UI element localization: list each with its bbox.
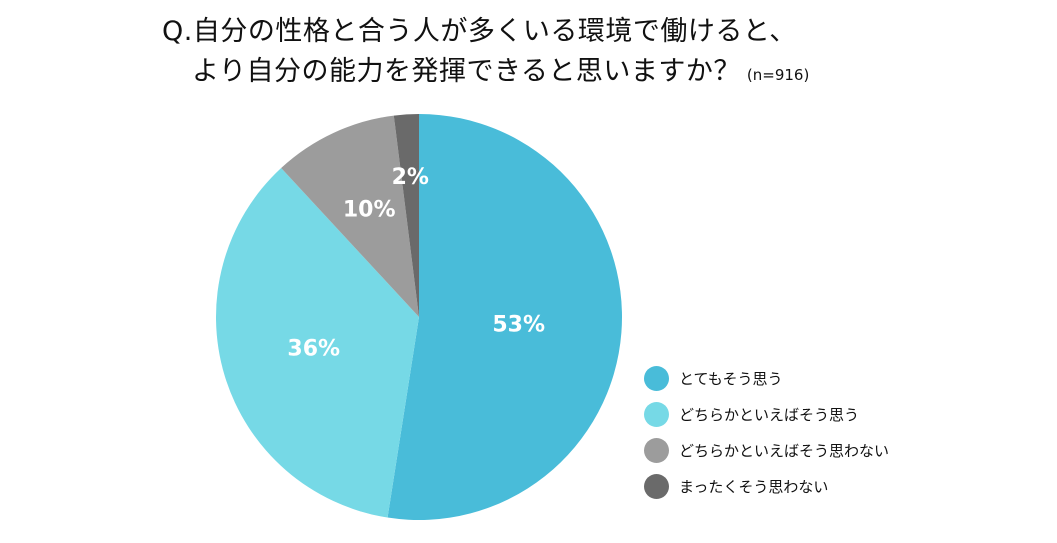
legend-item-1: とてもそう思う — [644, 360, 889, 396]
legend-swatch-1 — [644, 365, 669, 391]
slice-value-label-1: 53% — [492, 312, 545, 337]
pie-slice-4 — [393, 114, 419, 317]
legend-swatch-4 — [644, 473, 669, 499]
legend-item-3: どちらかといえばそう思わない — [644, 432, 889, 468]
slice-value-label-2: 36% — [287, 337, 340, 362]
legend-label-3: どちらかといえばそう思わない — [679, 441, 890, 460]
legend: とてもそう思うどちらかといえばそう思うどちらかといえばそう思わない まったくそう思… — [644, 360, 889, 504]
legend-label-1: とてもそう思う — [679, 369, 783, 388]
pie-slice-2 — [216, 167, 419, 518]
legend-label-4: まったくそう思わない — [679, 477, 829, 496]
legend-item-4: まったくそう思わない — [644, 468, 889, 504]
title-line-1: Q.自分の性格と合う人が多くいる環境で働けると、 — [162, 16, 797, 47]
legend-swatch-3 — [644, 437, 669, 463]
slice-value-label-4: 2% — [392, 165, 429, 190]
sample-size-note: (n=916) — [746, 66, 810, 84]
title-line-2: より自分の能力を発揮できると思いますか？ (n=916) — [192, 49, 809, 88]
legend-item-2: どちらかといえばそう思う — [644, 396, 889, 432]
title-line-2-text: より自分の能力を発揮できると思いますか？ — [192, 56, 741, 87]
chart-title: Q.自分の性格と合う人が多くいる環境で働けると、 より自分の能力を発揮できると思… — [0, 0, 1057, 90]
pie-slice-1 — [387, 113, 623, 520]
legend-swatch-2 — [644, 401, 669, 427]
legend-label-2: どちらかといえばそう思う — [679, 405, 860, 424]
slice-value-label-3: 10% — [343, 198, 396, 223]
pie-slice-3 — [281, 115, 419, 317]
